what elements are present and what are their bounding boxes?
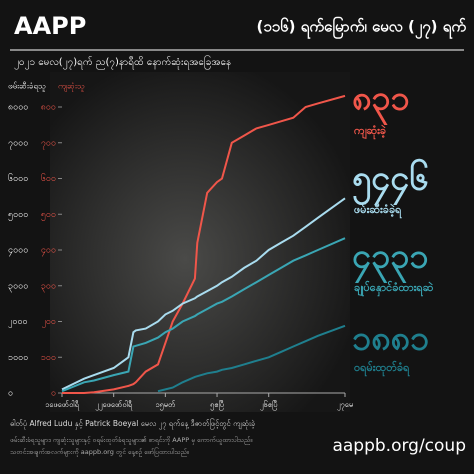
y-tick-label: ၃၀၀၀ [8, 281, 28, 292]
y-tick-label: ၅၀၀၀ [8, 210, 28, 221]
series-line [61, 237, 346, 393]
y2-tick-label: ၂၀၀ [41, 317, 56, 328]
y-tick-label: ၁၀၀၀ [8, 353, 28, 363]
series-line [62, 94, 346, 394]
legend-entry: ချုပ်နှောင်ခံထားရဆဲ [354, 280, 433, 297]
y2-tick-label: ၈၀၀ [41, 103, 56, 113]
legend-entry: ကျဆုံးခဲ့ [354, 124, 387, 140]
y2-tick-label: ၀ [51, 389, 56, 399]
x-tick-label: ၂၇မေ [337, 400, 353, 410]
y-tick-label: ၇၀၀၀ [8, 138, 28, 149]
footer-note: ဖမ်းဆီးခံရသူများ၊ ကျဆုံးသူများနှင့် ဝရမ်… [10, 436, 252, 445]
footer-note: သတင်းအချက်အလက်များကို aappb.org တွင် နေ့… [10, 447, 189, 457]
data-label: ၈၃၁ [352, 79, 410, 126]
y2-tick-label: ၆၀၀ [41, 173, 56, 184]
y-tick-label: ၀ [8, 389, 13, 399]
x-tick-label: ၂၆ဧပြီ [260, 400, 278, 410]
photo-area [50, 72, 350, 412]
url[interactable]: aappb.org/coup [332, 436, 466, 456]
y-tick-label: ၆၀၀၀ [8, 173, 28, 184]
y2-tick-label: ၃၀၀ [41, 281, 56, 292]
legend-entry: ဝရမ်းထုတ်ခံရ [354, 360, 410, 377]
y-tick-label: ၄၀၀၀ [8, 246, 28, 257]
y2-tick-label: ၄၀၀ [41, 246, 56, 257]
photo-credit: ဓါတ်ပုံ Alfred Ludu နှင့် Patrick Boeyal… [10, 419, 255, 429]
brand: AAPP [14, 12, 86, 40]
y-axis-title: ဖမ်းဆီးခံရသူ [8, 81, 46, 93]
x-tick-label: ၁ဖေဖော်ဝါရီ [45, 400, 80, 410]
y2-tick-label: ၅၀၀ [41, 210, 56, 221]
y-tick-label: ၈၀၀၀ [8, 103, 28, 113]
series-line [61, 197, 346, 391]
y-tick-label: ၂၀၀၀ [8, 317, 28, 328]
data-label: ၄၃၃၁ [352, 237, 429, 284]
data-label: ၁၈၈၁ [352, 319, 429, 359]
series-line [157, 324, 346, 393]
x-tick-label: ၂၂ဖေဖော်ဝါရီ [95, 400, 133, 410]
x-tick-label: ၅ဧပြီ [210, 400, 224, 410]
data-label: ၅၄၄၆ [352, 159, 429, 206]
legend-entry: ဖမ်းဆီးခံခဲ့ရ [354, 202, 402, 219]
y2-tick-label: ၁၀၀ [41, 353, 56, 363]
y2-tick-label: ၇၀၀ [41, 138, 56, 149]
x-tick-label: ၁၅မတ် [155, 400, 175, 410]
subtitle: ၂၀၂၁ မေလ(၂၇)ရက် ည(၇)နာရီထိ နောက်ဆုံးရအခြ… [14, 54, 231, 70]
y2-axis-title: ကျဆုံးသူ [58, 82, 85, 93]
